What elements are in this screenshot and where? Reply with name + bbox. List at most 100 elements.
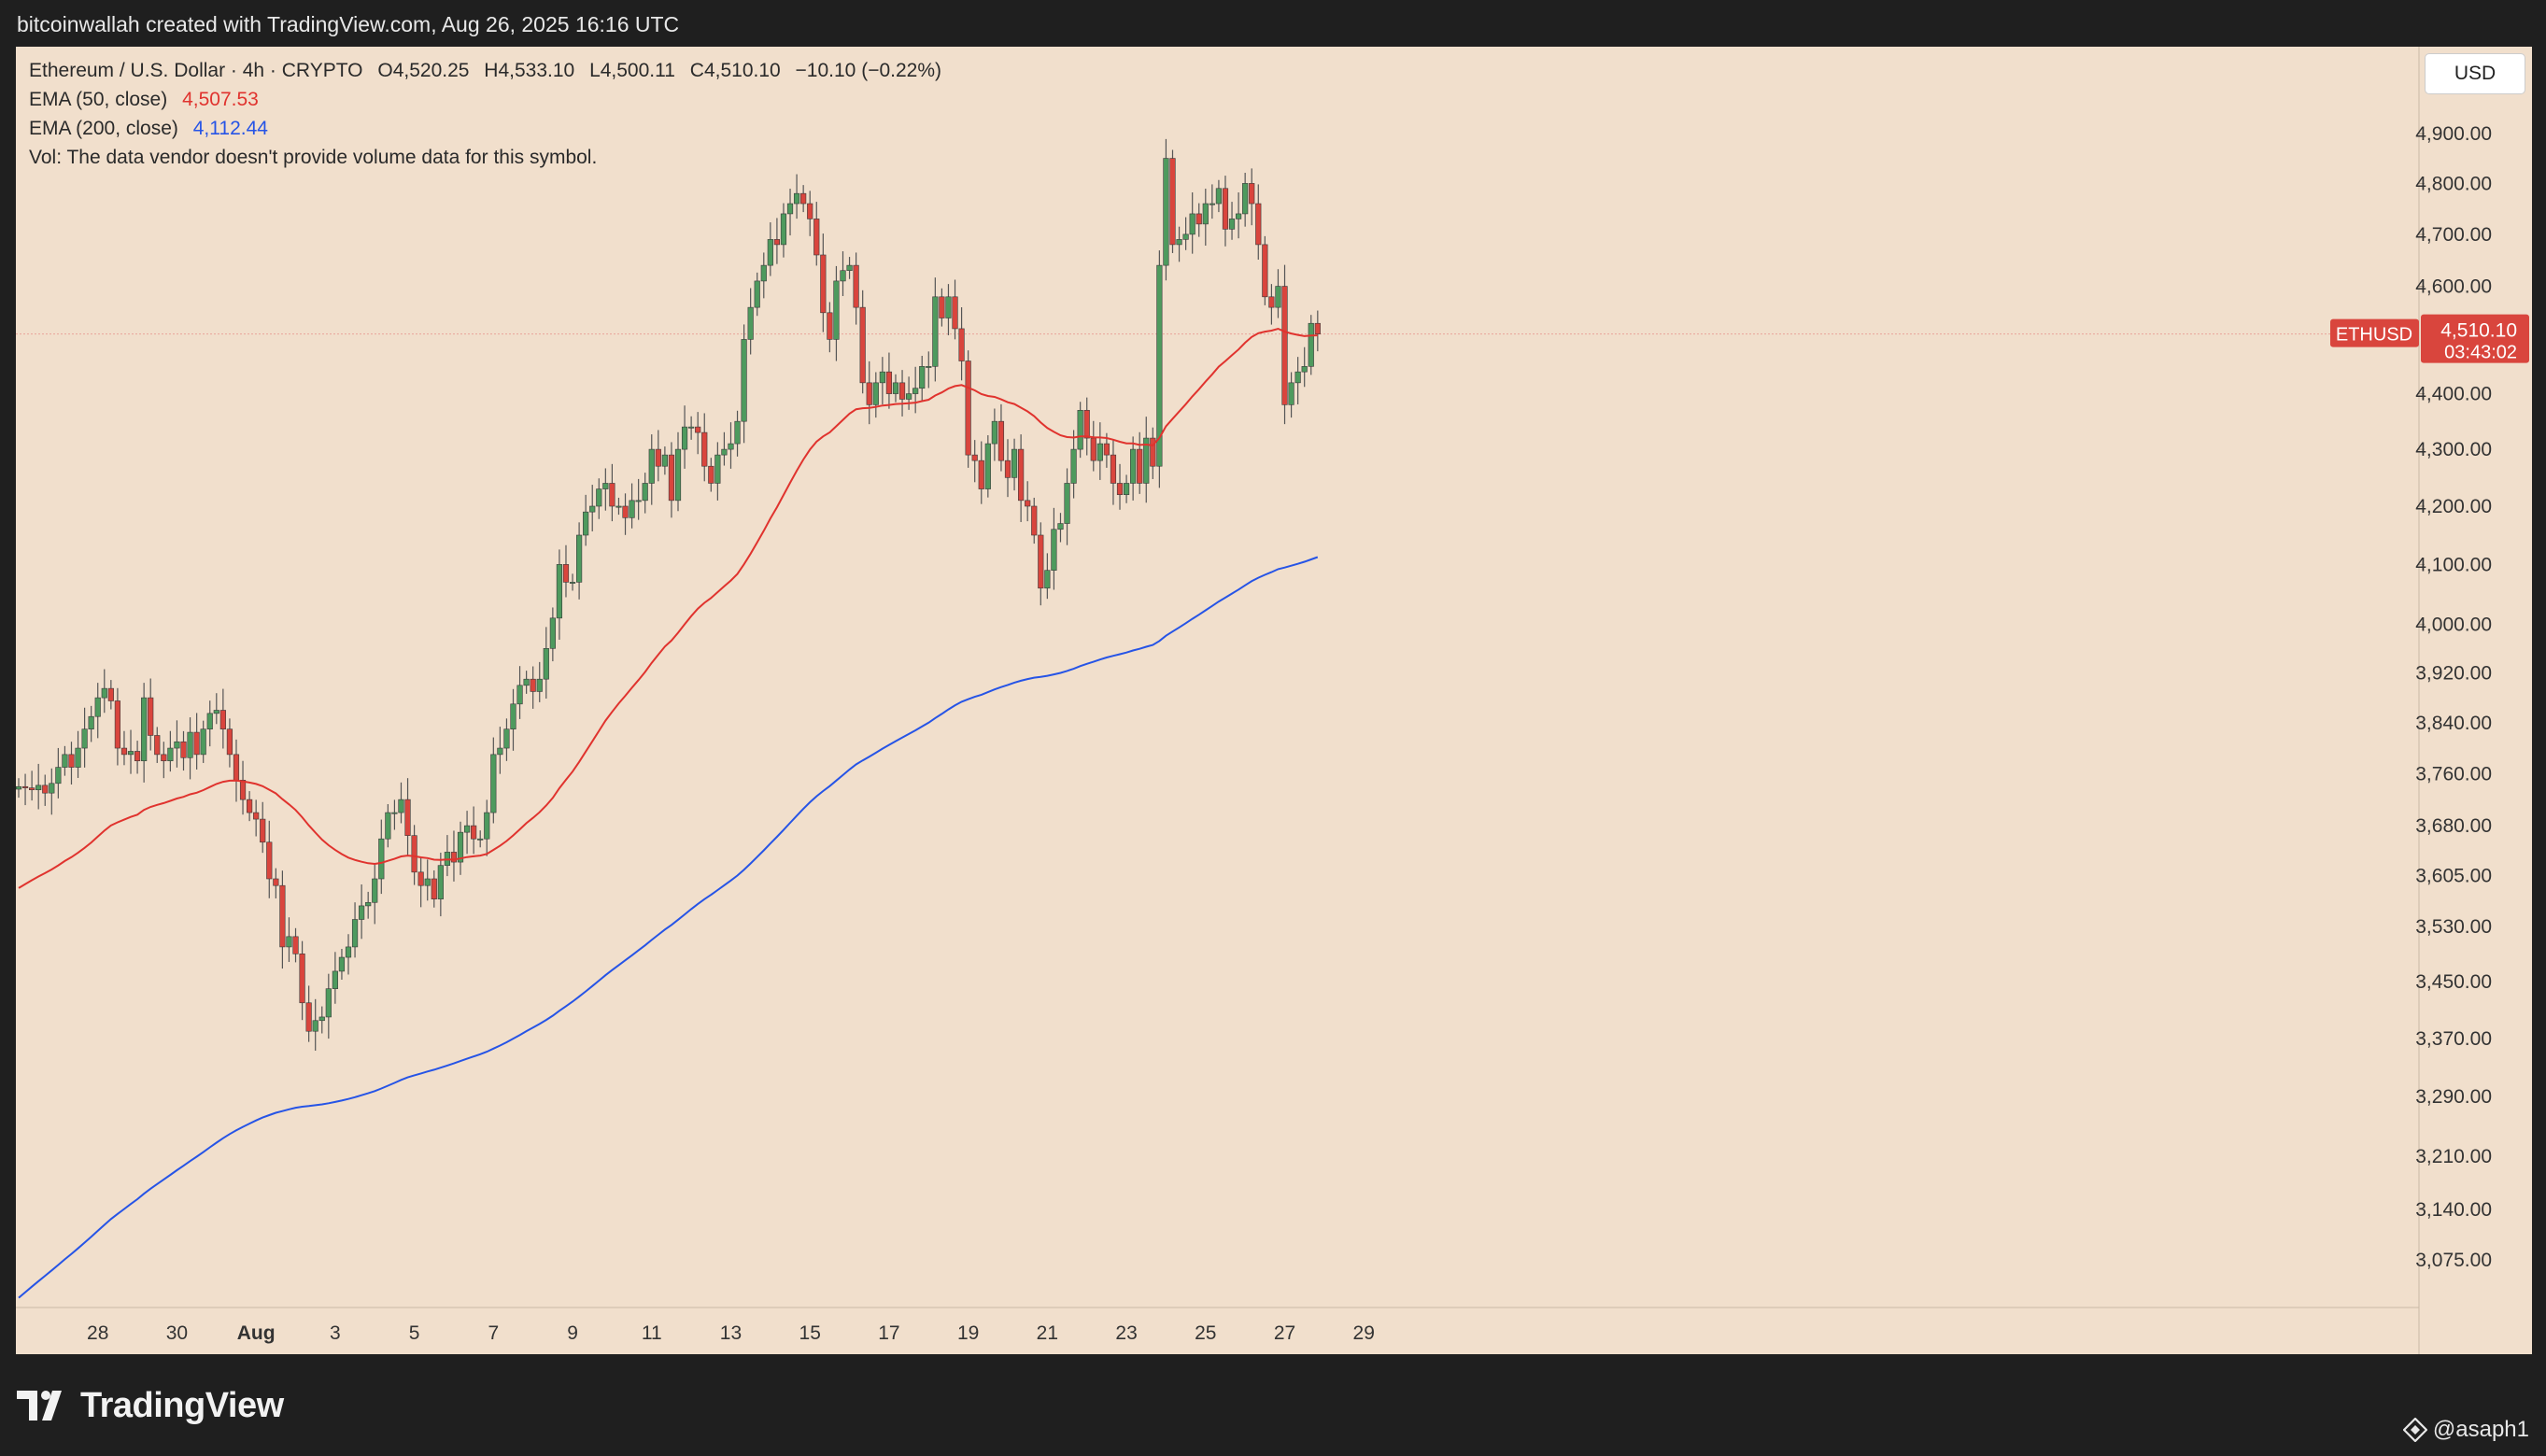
tradingview-wordmark: TradingView [80, 1385, 284, 1425]
candle-body [912, 388, 919, 394]
candle-body [510, 703, 516, 729]
price-tick-label: 4,900.00 [2415, 123, 2492, 145]
candle-body [497, 747, 503, 756]
time-tick-label: 7 [488, 1322, 499, 1344]
candle-body [247, 799, 253, 813]
candle-body [827, 312, 833, 340]
legend-low: L4,500.11 [589, 60, 675, 81]
candle-body [299, 954, 305, 1004]
candle-body [1169, 158, 1176, 246]
legend-ema50-value: 4,507.53 [182, 89, 259, 110]
currency-button[interactable]: USD [2426, 54, 2525, 93]
candle-body [431, 878, 437, 899]
candle-body [351, 919, 359, 948]
candle-body [1116, 483, 1124, 496]
candle-body [312, 1020, 318, 1032]
candle-body [127, 751, 134, 756]
candle-body [833, 280, 840, 340]
candle-body [1090, 437, 1096, 461]
candle-body [385, 812, 391, 840]
candle-body [919, 366, 926, 389]
footer-bar: TradingView @asaph1 [0, 1354, 2546, 1456]
candle-body [714, 454, 721, 484]
candles-layer [16, 138, 2419, 1052]
tradingview-logo[interactable]: TradingView [17, 1382, 284, 1429]
price-tick-label: 4,800.00 [2415, 173, 2492, 194]
price-tick-label: 3,680.00 [2415, 815, 2492, 837]
candle-body [404, 799, 411, 836]
candle-body [1143, 437, 1150, 484]
candle-body [721, 448, 728, 456]
candle-body [273, 878, 279, 886]
candle-body [332, 970, 338, 989]
attribution-bar: bitcoinwallah created with TradingView.c… [0, 0, 2546, 47]
candle-body [932, 296, 939, 367]
last-price-badge [2421, 314, 2529, 363]
candle-body [596, 488, 602, 507]
candle-body [279, 884, 286, 948]
legend-ema200-row[interactable]: EMA (200, close) 4,112.44 [29, 118, 268, 140]
legend-symbol-row[interactable]: Ethereum / U.S. Dollar · 4h · CRYPTO O4,… [29, 60, 941, 82]
candle-body [1044, 570, 1051, 589]
candle-body [260, 818, 266, 843]
price-chart[interactable]: 4,900.00 4,800.00 4,700.00 4,600.00 4,400.00… [16, 47, 2532, 1354]
time-tick-label: 25 [1195, 1322, 1216, 1344]
candle-body [793, 192, 800, 205]
candle-body [853, 264, 859, 308]
candle-body [1096, 443, 1103, 461]
candle-body [141, 697, 148, 762]
time-tick-label: 29 [1353, 1322, 1375, 1344]
legend-change: −10.10 (−0.22%) [795, 60, 941, 81]
candle-body [589, 505, 596, 513]
candle-body [484, 812, 490, 840]
candle-body [94, 697, 101, 717]
candle-body [134, 751, 141, 762]
candle-body [35, 785, 42, 791]
candle-body [206, 713, 213, 729]
candle-body [1137, 448, 1143, 484]
candle-body [21, 785, 29, 788]
price-tick-label: 3,920.00 [2415, 663, 2492, 685]
chart-frame[interactable]: 4,900.00 4,800.00 4,700.00 4,600.00 4,400.00… [16, 47, 2532, 1354]
bar-countdown-label: 03:43:02 [2444, 343, 2517, 363]
candle-body [1308, 322, 1314, 367]
price-tick-label: 3,450.00 [2415, 971, 2492, 993]
candle-body [167, 747, 174, 762]
candle-body [556, 564, 563, 619]
candle-body [1057, 523, 1064, 530]
candle-body [325, 988, 332, 1018]
candle-body [253, 812, 260, 820]
tradingview-mark-icon [17, 1391, 62, 1421]
candle-body [1249, 183, 1255, 205]
legend-ema50-label: EMA (50, close) [29, 89, 168, 110]
legend-ema50-row[interactable]: EMA (50, close) 4,507.53 [29, 89, 259, 111]
candle-body [978, 459, 984, 489]
candle-body [187, 731, 193, 758]
candle-body [971, 454, 978, 461]
candle-body [345, 946, 352, 958]
candle-body [16, 785, 22, 790]
legend-volume-note: Vol: The data vendor doesn't provide vol… [29, 147, 597, 169]
credit: @asaph1 [2402, 1417, 2529, 1443]
candle-body [872, 382, 879, 405]
price-tick-label: 3,605.00 [2415, 865, 2492, 886]
price-tick-label: 3,370.00 [2415, 1028, 2492, 1050]
candle-body [318, 1016, 325, 1022]
time-tick-label: Aug [237, 1322, 276, 1344]
candle-body [602, 483, 609, 489]
last-price-label: 4,510.10 [2440, 320, 2517, 342]
candle-body [1004, 459, 1011, 478]
candle-body [681, 426, 688, 450]
price-tick-label: 3,530.00 [2415, 916, 2492, 938]
volume-note-text: Vol: The data vendor doesn't provide vol… [29, 147, 598, 168]
time-tick-label: 27 [1274, 1322, 1295, 1344]
candle-body [708, 465, 714, 484]
candle-body [411, 835, 417, 873]
candle-body [1255, 203, 1262, 246]
ticker-label: ETHUSD [2336, 325, 2412, 346]
candle-body [154, 735, 161, 756]
ema-layer [18, 327, 1319, 1299]
candle-body [1182, 233, 1189, 240]
candle-body [939, 296, 945, 318]
